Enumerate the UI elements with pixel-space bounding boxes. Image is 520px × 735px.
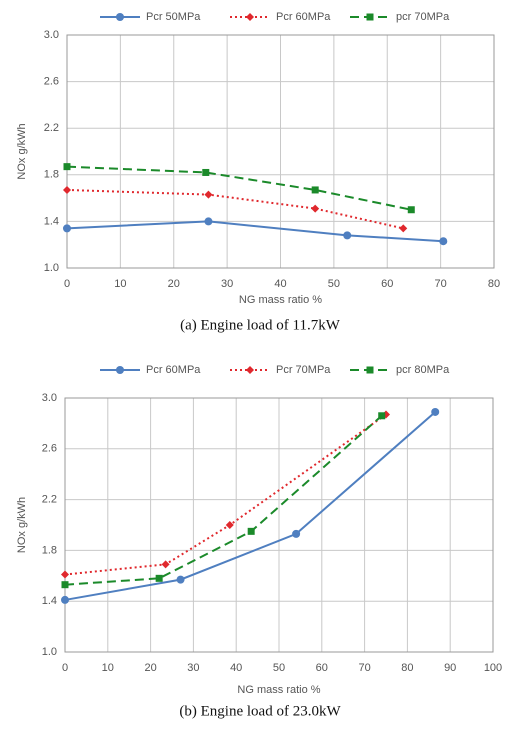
data-point [63, 163, 71, 171]
y-axis-label: NOx g/kWh [16, 123, 28, 179]
y-tick-label: 2.6 [42, 443, 57, 455]
x-tick-label: 70 [358, 662, 370, 674]
y-tick-label: 2.2 [44, 122, 59, 134]
x-tick-label: 80 [401, 662, 413, 674]
caption: (a) Engine load of 11.7kW [180, 317, 341, 333]
data-point [202, 168, 210, 176]
data-point [63, 224, 71, 233]
data-point [204, 190, 213, 199]
data-point [61, 581, 69, 589]
data-point [407, 206, 415, 214]
data-point [311, 204, 320, 213]
legend-label: Pcr 70MPa [276, 364, 331, 376]
data-point [61, 595, 69, 604]
legend-marker [246, 13, 254, 21]
y-tick-label: 2.2 [42, 494, 57, 506]
data-point [63, 185, 71, 194]
x-tick-label: 50 [273, 662, 285, 674]
y-tick-label: 3.0 [44, 29, 59, 41]
legend-label: Pcr 50MPa [146, 11, 201, 23]
legend-label: Pcr 60MPa [146, 364, 201, 376]
series-line [66, 165, 412, 211]
data-point [155, 574, 163, 582]
data-point [343, 231, 352, 240]
x-tick-label: 40 [230, 662, 242, 674]
legend-marker [366, 13, 374, 21]
plot-frame [66, 34, 495, 269]
y-tick-label: 1.8 [42, 544, 57, 556]
x-tick-label: 30 [187, 662, 199, 674]
series-line [66, 188, 404, 230]
x-tick-label: 10 [114, 278, 126, 290]
y-tick-label: 2.6 [44, 76, 59, 88]
series-line [64, 411, 436, 601]
x-tick-label: 90 [444, 662, 456, 674]
x-tick-label: 30 [221, 278, 233, 290]
data-point [225, 521, 234, 529]
data-point [439, 237, 448, 246]
y-tick-label: 1.4 [44, 215, 59, 227]
series-line [64, 415, 383, 586]
caption: (b) Engine load of 23.0kW [179, 703, 341, 719]
x-tick-label: 40 [274, 278, 286, 290]
x-tick-label: 70 [435, 278, 447, 290]
data-point [378, 412, 386, 420]
data-point [247, 527, 255, 535]
x-axis-label: NG mass ratio % [239, 294, 322, 306]
plot-frame [64, 397, 494, 653]
x-tick-label: 20 [168, 278, 180, 290]
y-tick-label: 1.0 [42, 646, 57, 658]
x-tick-label: 10 [102, 662, 114, 674]
legend-marker [116, 366, 124, 374]
y-axis-label: NOx g/kWh [16, 497, 28, 553]
data-point [399, 224, 408, 233]
legend-label: pcr 80MPa [396, 364, 450, 376]
x-tick-label: 0 [62, 662, 68, 674]
data-point [204, 217, 213, 226]
legend-label: pcr 70MPa [396, 11, 450, 23]
series-line [64, 413, 387, 576]
series-line [66, 220, 444, 243]
x-tick-label: 80 [488, 278, 500, 290]
legend-marker [246, 366, 254, 374]
x-tick-label: 60 [316, 662, 328, 674]
data-point [176, 575, 185, 584]
legend-label: Pcr 60MPa [276, 11, 331, 23]
x-tick-label: 100 [484, 662, 502, 674]
y-tick-label: 1.4 [42, 595, 57, 607]
y-tick-label: 1.0 [44, 262, 59, 274]
x-tick-label: 0 [64, 278, 70, 290]
data-point [311, 186, 319, 194]
x-axis-label: NG mass ratio % [237, 684, 320, 696]
legend-marker [116, 13, 124, 21]
data-point [431, 407, 440, 416]
data-point [292, 529, 301, 538]
x-tick-label: 20 [144, 662, 156, 674]
x-tick-label: 50 [328, 278, 340, 290]
data-point [161, 560, 170, 569]
x-tick-label: 60 [381, 278, 393, 290]
y-tick-label: 3.0 [42, 392, 57, 404]
y-tick-label: 1.8 [44, 169, 59, 181]
data-point [61, 570, 69, 579]
legend-marker [366, 366, 374, 374]
